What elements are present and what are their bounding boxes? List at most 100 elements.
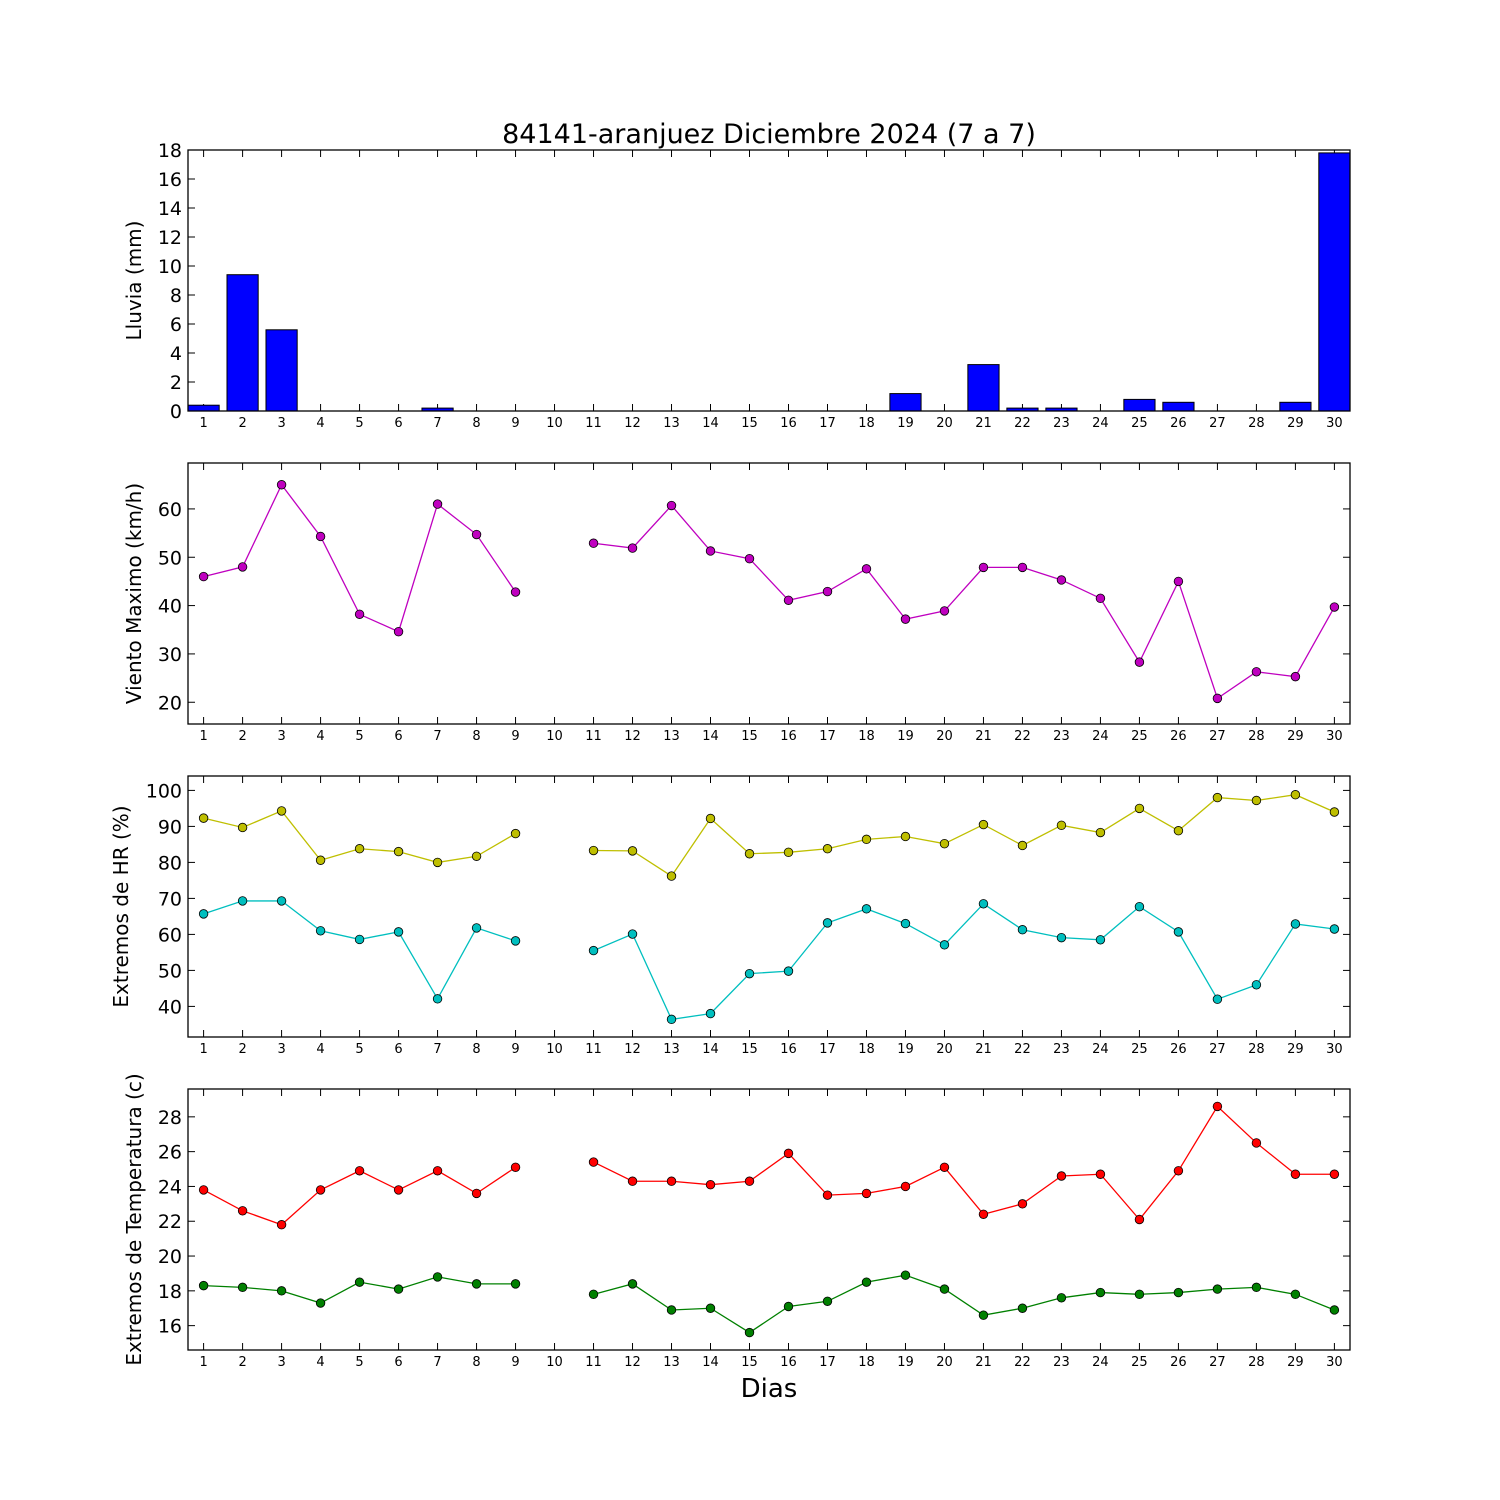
x-tick-label: 8 xyxy=(472,1355,480,1370)
data-point xyxy=(1212,792,1223,803)
x-tick-label: 27 xyxy=(1209,1355,1226,1370)
x-tick-label: 25 xyxy=(1131,1355,1148,1370)
x-tick-label: 15 xyxy=(741,416,758,431)
x-tick-label: 15 xyxy=(741,729,758,744)
x-tick-label: 26 xyxy=(1170,416,1187,431)
bar xyxy=(1279,401,1312,412)
data-point xyxy=(1017,840,1028,851)
x-tick-label: 11 xyxy=(585,1355,602,1370)
data-point xyxy=(822,1296,833,1306)
x-tick-label: 20 xyxy=(936,729,953,744)
x-tick-label: 2 xyxy=(238,729,246,744)
data-point xyxy=(1251,1138,1262,1148)
series-line xyxy=(203,900,516,1001)
data-point xyxy=(1095,593,1106,604)
x-tick-label: 10 xyxy=(546,729,563,744)
y-axis-label: Extremos de Temperatura (c) xyxy=(122,1073,146,1365)
data-point xyxy=(1095,827,1106,838)
x-tick-label: 27 xyxy=(1209,1042,1226,1057)
x-tick-label: 22 xyxy=(1014,1355,1031,1370)
x-tick-label: 7 xyxy=(433,416,441,431)
x-tick-label: 11 xyxy=(585,416,602,431)
data-point xyxy=(783,595,794,605)
data-point xyxy=(861,1188,872,1199)
y-tick-label: 16 xyxy=(158,169,182,191)
x-tick-label: 14 xyxy=(702,729,719,744)
data-point xyxy=(198,909,209,919)
x-tick-label: 22 xyxy=(1014,729,1031,744)
x-tick-label: 13 xyxy=(663,416,680,431)
data-point xyxy=(276,806,287,816)
data-point xyxy=(588,945,599,956)
data-point xyxy=(237,1282,248,1293)
data-point xyxy=(783,1148,794,1159)
x-tick-label: 25 xyxy=(1131,1042,1148,1057)
y-axis-label: Extremos de HR (%) xyxy=(109,805,133,1007)
data-point xyxy=(900,831,911,842)
x-tick-label: 20 xyxy=(936,1355,953,1370)
x-tick-label: 5 xyxy=(355,1355,363,1370)
x-tick-label: 9 xyxy=(511,1042,519,1057)
x-tick-label: 12 xyxy=(624,1042,641,1057)
data-point xyxy=(198,1280,209,1291)
x-tick-label: 14 xyxy=(702,416,719,431)
data-point xyxy=(588,845,599,856)
x-tick-label: 19 xyxy=(897,1355,914,1370)
x-tick-label: 30 xyxy=(1326,1355,1343,1370)
data-point xyxy=(822,844,833,854)
x-tick-label: 16 xyxy=(780,1355,797,1370)
y-tick-label: 24 xyxy=(158,1176,182,1198)
data-point xyxy=(744,1327,755,1338)
data-point xyxy=(783,1301,794,1312)
series-line xyxy=(593,1105,1335,1221)
data-point xyxy=(1329,924,1340,934)
x-tick-label: 18 xyxy=(858,1355,875,1370)
x-tick-label: 30 xyxy=(1326,416,1343,431)
data-point xyxy=(354,934,365,945)
data-point xyxy=(1290,671,1301,682)
data-point xyxy=(900,918,911,929)
data-point xyxy=(510,936,521,946)
data-point xyxy=(705,546,716,556)
data-point xyxy=(1173,576,1184,587)
data-point xyxy=(1095,1287,1106,1298)
x-tick-label: 2 xyxy=(238,416,246,431)
x-tick-label: 13 xyxy=(663,1355,680,1370)
data-point xyxy=(783,847,794,858)
x-tick-label: 17 xyxy=(819,729,836,744)
data-point xyxy=(393,626,404,637)
data-point xyxy=(1056,932,1067,943)
data-point xyxy=(510,587,521,597)
x-tick-label: 27 xyxy=(1209,729,1226,744)
x-tick-label: 3 xyxy=(277,1355,285,1370)
data-point xyxy=(744,1176,755,1186)
data-point xyxy=(978,819,989,830)
y-tick-label: 20 xyxy=(158,1246,182,1268)
series-line xyxy=(203,810,516,864)
x-tick-label: 24 xyxy=(1092,416,1109,431)
x-tick-label: 23 xyxy=(1053,1042,1070,1057)
y-tick-label: 18 xyxy=(158,1281,182,1303)
x-tick-label: 3 xyxy=(277,1042,285,1057)
bar xyxy=(1162,401,1195,412)
data-point xyxy=(510,828,521,839)
x-tick-label: 7 xyxy=(433,1042,441,1057)
data-point xyxy=(588,1157,599,1167)
x-tick-label: 2 xyxy=(238,1042,246,1057)
y-tick-label: 12 xyxy=(158,227,182,249)
bar xyxy=(265,329,298,412)
x-tick-label: 21 xyxy=(975,729,992,744)
data-point xyxy=(1134,901,1145,912)
data-point xyxy=(1251,795,1262,806)
data-point xyxy=(627,1279,638,1289)
data-point xyxy=(705,1008,716,1019)
x-tick-label: 9 xyxy=(511,729,519,744)
data-point xyxy=(1290,790,1301,800)
data-point xyxy=(1173,1166,1184,1176)
x-tick-label: 7 xyxy=(433,729,441,744)
x-tick-label: 19 xyxy=(897,416,914,431)
data-point xyxy=(1134,803,1145,814)
data-point xyxy=(354,1166,365,1176)
x-tick-label: 15 xyxy=(741,1355,758,1370)
